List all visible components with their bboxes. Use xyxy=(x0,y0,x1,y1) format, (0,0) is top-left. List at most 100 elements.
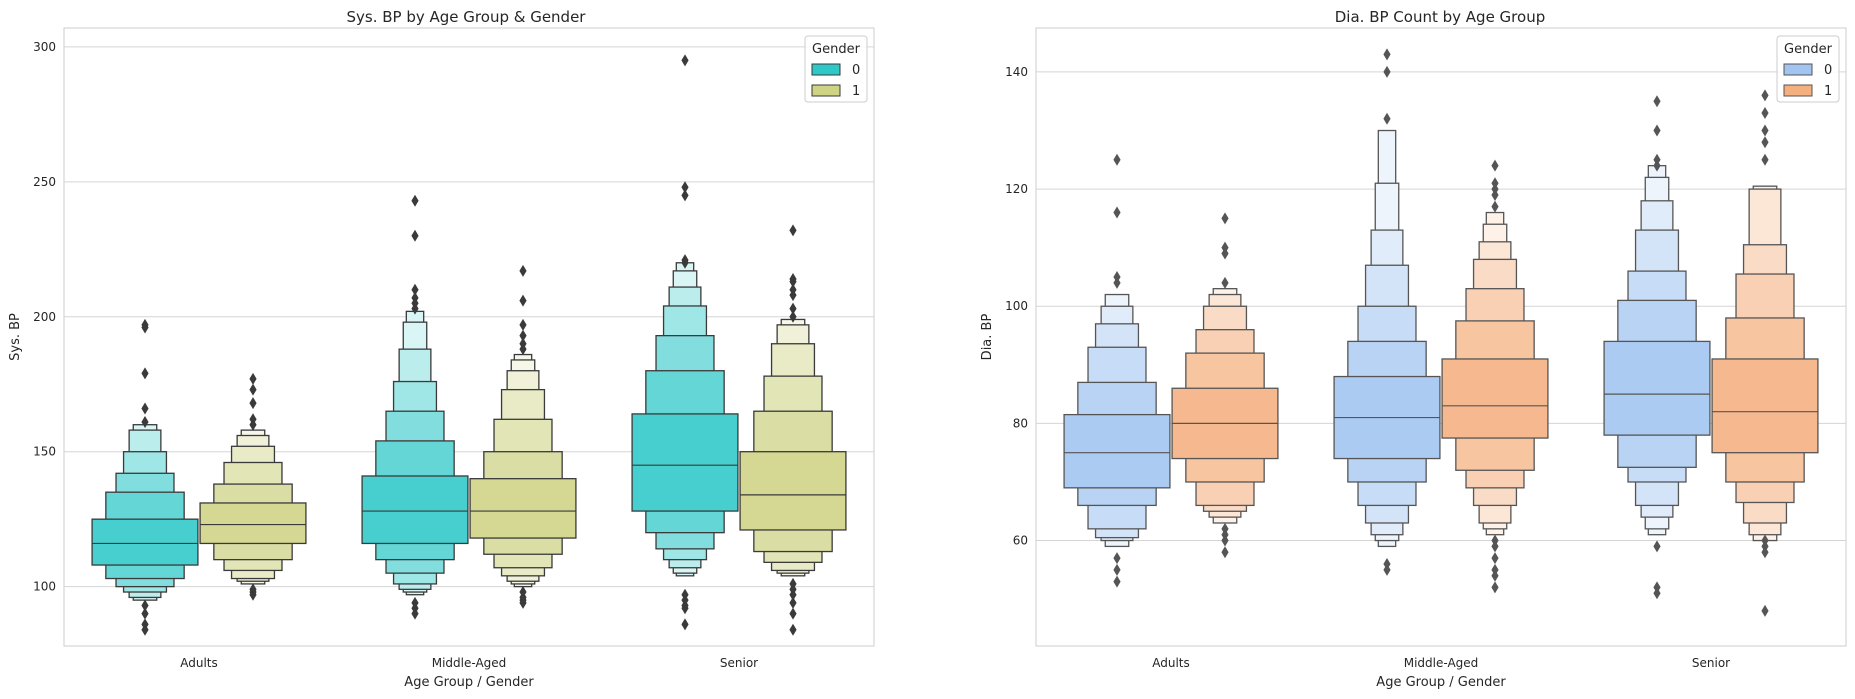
outlier-point xyxy=(141,599,149,612)
outlier-point xyxy=(1491,552,1499,565)
boxen-middle-aged-gender-0 xyxy=(361,194,469,620)
outlier-point xyxy=(1491,188,1499,201)
outlier-point xyxy=(1653,540,1661,553)
chart-1-y-ticks: 100 150 200 250 300 xyxy=(33,40,56,594)
chart-1-y-tick-label: 100 xyxy=(33,580,56,594)
chart-1-y-tick-label: 300 xyxy=(33,40,56,54)
chart-2-y-ticks: 60 80 100 120 140 xyxy=(1005,65,1028,548)
outlier-point xyxy=(1653,95,1661,108)
chart-2-legend-label-1: 1 xyxy=(1824,84,1832,99)
outlier-point xyxy=(681,618,689,631)
outlier-point xyxy=(1761,89,1769,102)
chart-2-y-tick-label: 120 xyxy=(1005,182,1028,196)
outlier-point xyxy=(789,588,797,601)
outlier-point xyxy=(789,607,797,620)
chart-1-legend-label-0: 0 xyxy=(852,63,860,78)
outlier-point xyxy=(681,181,689,194)
chart-1-legend-swatch-1 xyxy=(811,84,841,97)
outlier-point xyxy=(1383,563,1391,576)
outlier-point xyxy=(141,623,149,636)
boxen-level xyxy=(91,518,199,566)
outlier-point xyxy=(1113,552,1121,565)
outlier-point xyxy=(789,289,797,302)
boxen-level xyxy=(631,413,739,512)
boxen-adults-gender-1 xyxy=(199,372,307,601)
outlier-point xyxy=(789,310,797,323)
outlier-point xyxy=(789,302,797,315)
outlier-point xyxy=(681,602,689,615)
chart-dia-bp: Dia. BP Count by Age Group 60 80 100 120 140… xyxy=(980,8,1847,690)
outlier-point xyxy=(789,596,797,609)
chart-2-plot-area xyxy=(1035,27,1847,647)
boxen-adults-gender-0 xyxy=(91,318,199,636)
chart-1-x-tick-label: Adults xyxy=(180,656,218,670)
outlier-point xyxy=(519,318,527,331)
outlier-point xyxy=(789,623,797,636)
chart-2-legend-label-0: 0 xyxy=(1824,63,1832,78)
chart-1-y-tick-label: 150 xyxy=(33,445,56,459)
outlier-point xyxy=(681,54,689,67)
outlier-point xyxy=(141,402,149,415)
outlier-point xyxy=(681,256,689,269)
outlier-point xyxy=(1113,206,1121,219)
outlier-point xyxy=(1221,276,1229,289)
chart-2-legend: Gender 0 1 xyxy=(1776,35,1840,103)
chart-2-legend-swatch-0 xyxy=(1783,63,1813,76)
outlier-point xyxy=(249,418,257,431)
chart-2-y-tick-label: 100 xyxy=(1005,299,1028,313)
outlier-point xyxy=(411,283,419,296)
outlier-point xyxy=(1491,540,1499,553)
outlier-point xyxy=(1761,153,1769,166)
chart-2-y-tick-label: 60 xyxy=(1013,534,1028,548)
outlier-point xyxy=(141,367,149,380)
outlier-point xyxy=(1761,604,1769,617)
boxen-senior-gender-1 xyxy=(739,224,847,636)
outlier-point xyxy=(519,343,527,356)
chart-2-x-ticks: Adults Middle-Aged Senior xyxy=(1152,656,1730,670)
outlier-point xyxy=(1221,546,1229,559)
boxen-level xyxy=(469,478,577,539)
outlier-point xyxy=(1653,159,1661,172)
boxen-level xyxy=(361,475,469,545)
chart-1-legend-label-1: 1 xyxy=(852,84,860,99)
outlier-point xyxy=(519,329,527,342)
outlier-point xyxy=(1113,153,1121,166)
outlier-point xyxy=(411,194,419,207)
chart-1-boxes xyxy=(91,54,847,636)
boxen-adults-gender-1 xyxy=(1171,212,1279,559)
chart-2-legend-swatch-1 xyxy=(1783,84,1813,97)
outlier-point xyxy=(411,302,419,315)
outlier-point xyxy=(141,321,149,334)
outlier-point xyxy=(141,416,149,429)
outlier-point xyxy=(1491,581,1499,594)
outlier-point xyxy=(1653,124,1661,137)
outlier-point xyxy=(1113,563,1121,576)
outlier-point xyxy=(1761,124,1769,137)
chart-1-y-axis-label: Sys. BP xyxy=(8,313,23,361)
boxen-senior-gender-0 xyxy=(631,54,739,631)
chart-1-legend: Gender 0 1 xyxy=(804,35,868,103)
outlier-point xyxy=(1491,200,1499,213)
chart-1-x-tick-label: Senior xyxy=(720,656,758,670)
boxen-adults-gender-0 xyxy=(1063,153,1171,588)
chart-1-plot-area xyxy=(63,27,875,647)
chart-2-gridlines xyxy=(1036,71,1846,542)
outlier-point xyxy=(411,607,419,620)
boxen-level xyxy=(1603,340,1711,436)
chart-1-x-axis-label: Age Group / Gender xyxy=(404,675,534,690)
boxen-level xyxy=(739,451,847,531)
chart-1-y-tick-label: 250 xyxy=(33,175,56,189)
boxen-senior-gender-1 xyxy=(1711,89,1819,617)
outlier-point xyxy=(519,294,527,307)
outlier-point xyxy=(1761,106,1769,119)
outlier-point xyxy=(1113,575,1121,588)
outlier-point xyxy=(141,607,149,620)
outlier-point xyxy=(1113,276,1121,289)
chart-2-legend-title: Gender xyxy=(1784,42,1833,57)
outlier-point xyxy=(1491,569,1499,582)
outlier-point xyxy=(249,588,257,601)
chart-1-title: Sys. BP by Age Group & Gender xyxy=(347,8,587,26)
outlier-point xyxy=(249,397,257,410)
outlier-point xyxy=(249,372,257,385)
